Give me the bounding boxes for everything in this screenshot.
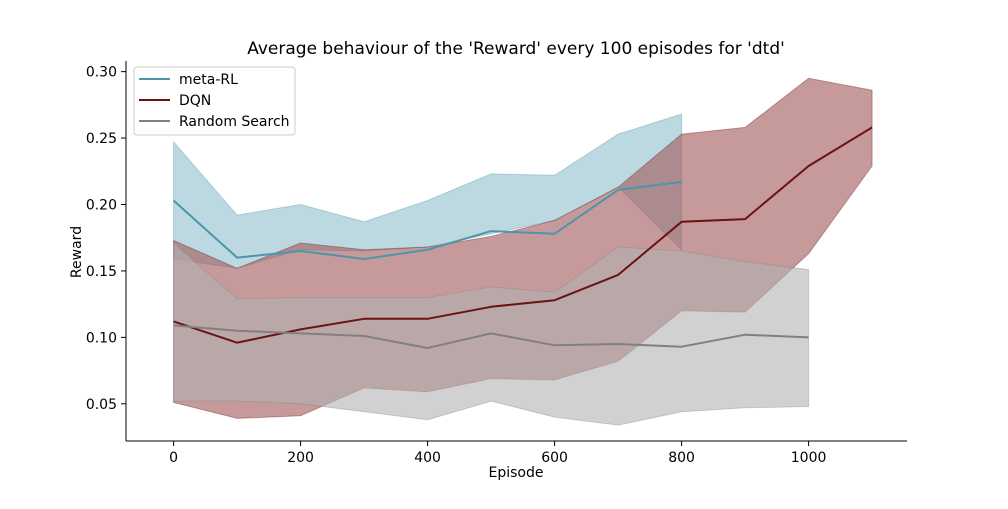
x-tick-label: 0 (169, 450, 178, 466)
y-axis-label: Reward (69, 226, 85, 278)
legend-label: meta-RL (179, 72, 238, 88)
y-tick-label: 0.30 (86, 65, 117, 81)
legend-label: DQN (179, 93, 211, 109)
legend: meta-RL DQN Random Search (134, 67, 295, 135)
y-tick-label: 0.10 (86, 330, 117, 346)
y-tick-label: 0.15 (86, 264, 117, 280)
legend-label: Random Search (179, 114, 290, 130)
x-axis-label: Episode (489, 465, 544, 481)
x-tick-label: 800 (668, 450, 695, 466)
y-tick-label: 0.20 (86, 197, 117, 213)
x-tick-label: 200 (287, 450, 314, 466)
x-tick-label: 400 (414, 450, 441, 466)
chart-title: Average behaviour of the 'Reward' every … (247, 39, 785, 59)
y-tick-label: 0.05 (86, 397, 117, 413)
x-tick-label: 1000 (791, 450, 827, 466)
y-tick-label: 0.25 (86, 131, 117, 147)
x-tick-label: 600 (541, 450, 568, 466)
